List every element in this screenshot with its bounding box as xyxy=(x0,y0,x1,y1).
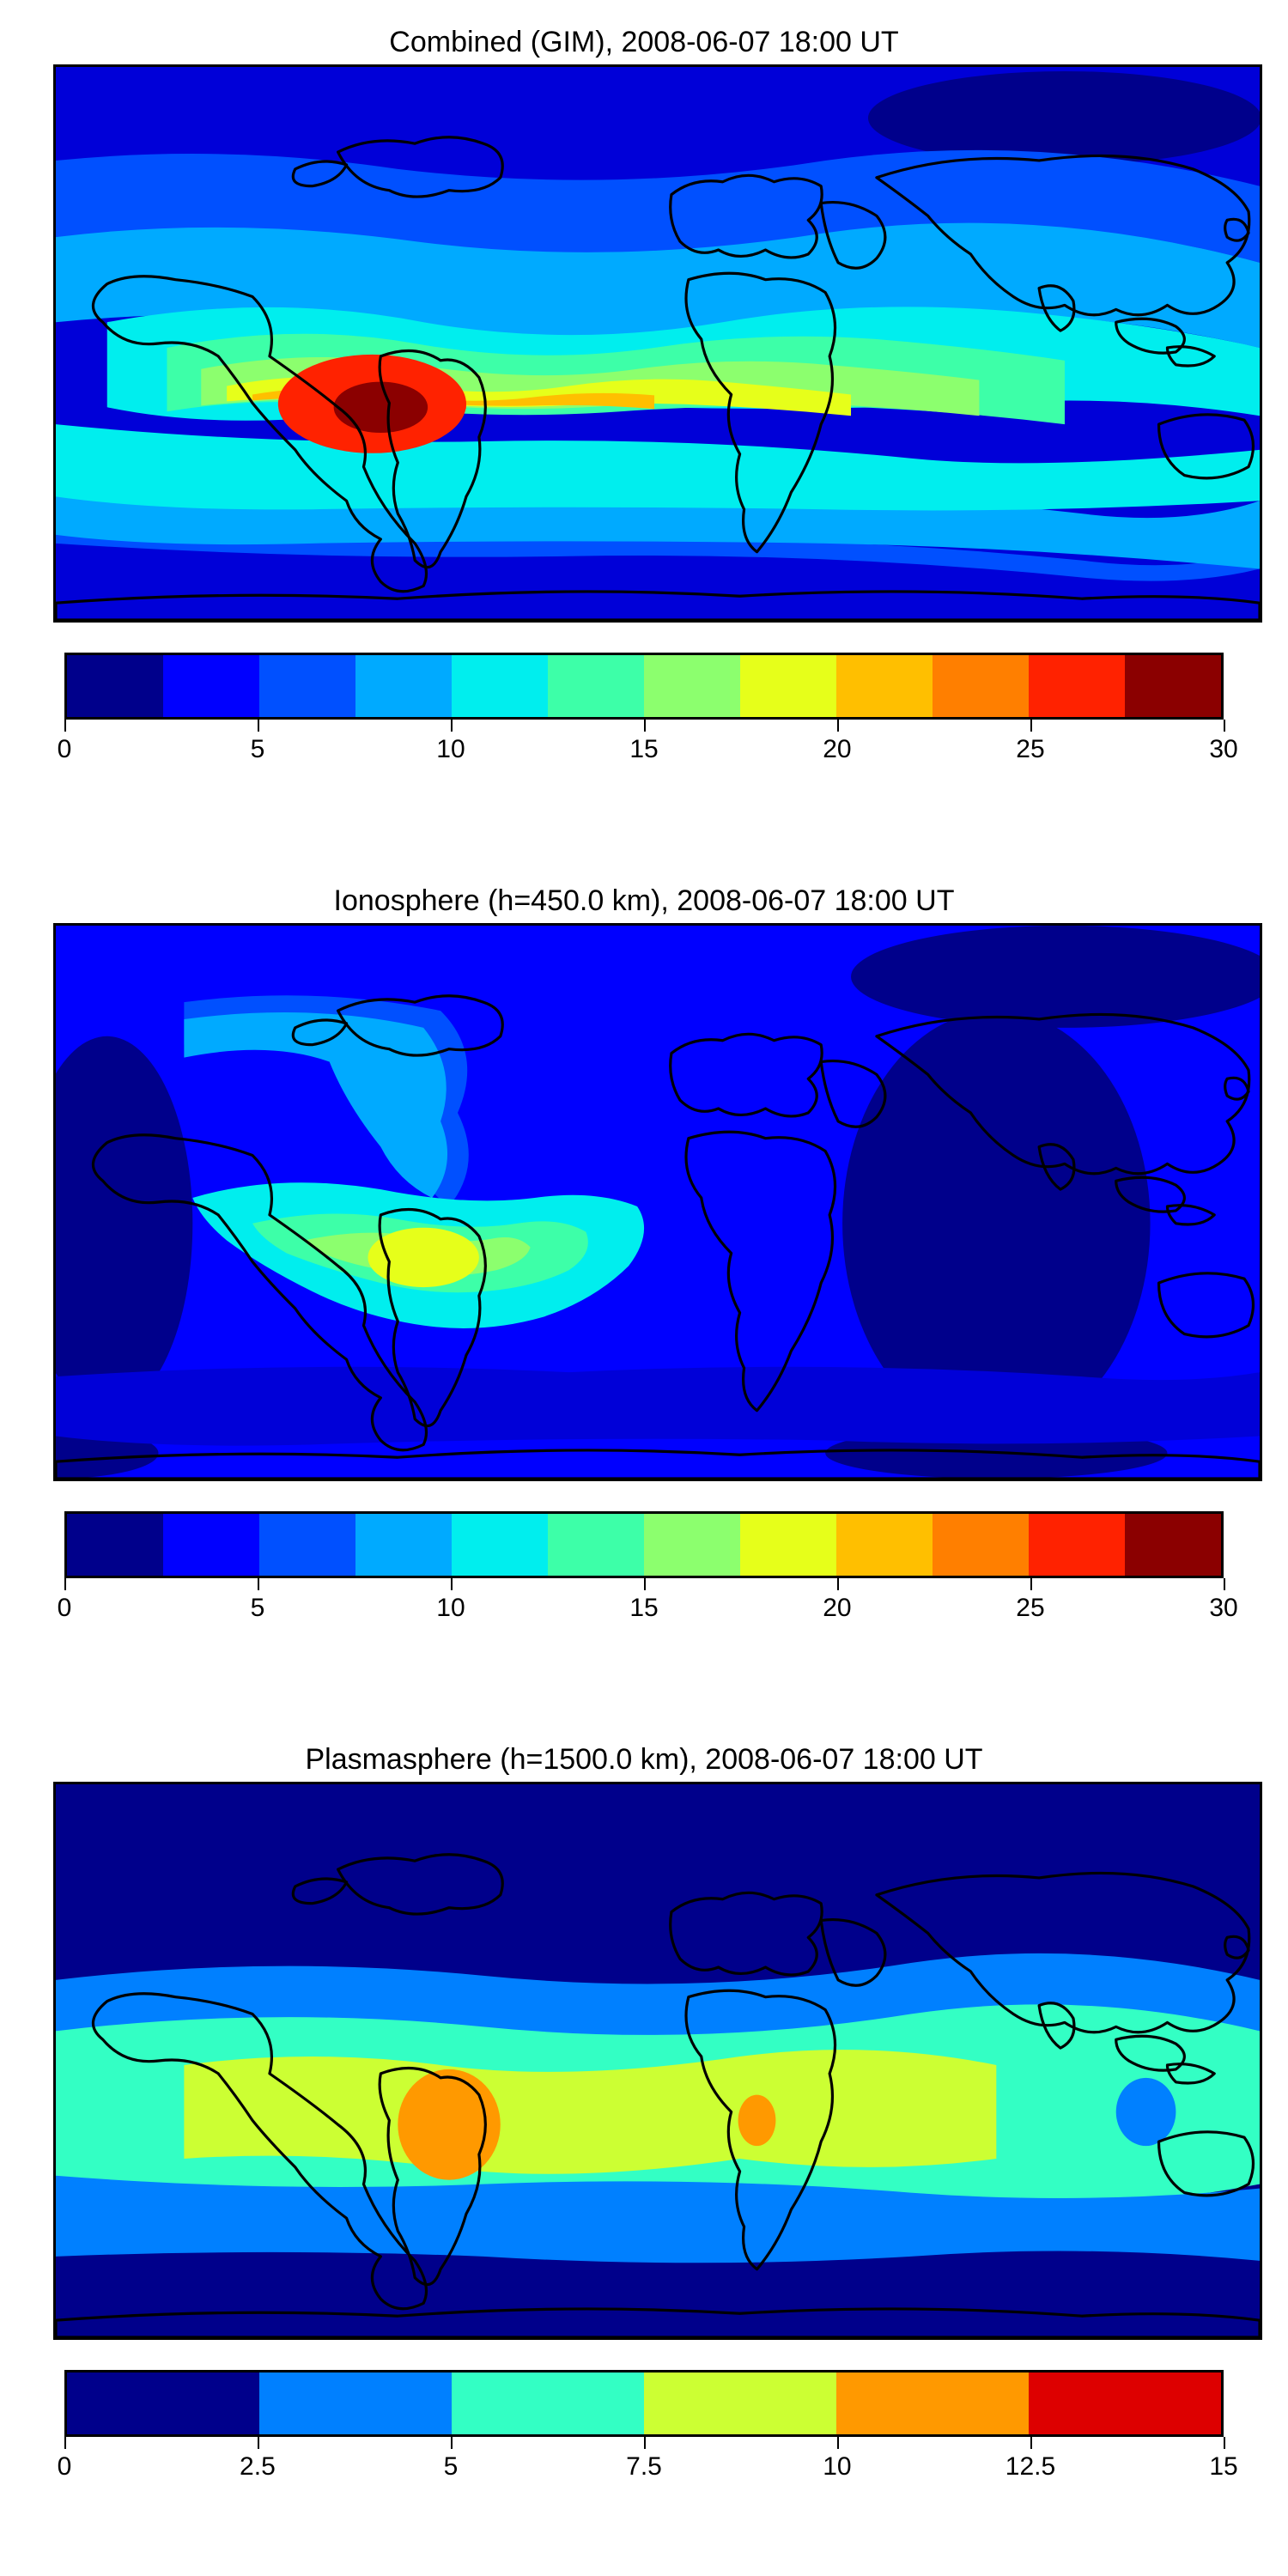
colorbar-labels-ionosphere: 0 5 10 15 20 25 30 xyxy=(64,1590,1224,1625)
colorbar-swatches-combined xyxy=(64,653,1224,720)
map-combined xyxy=(53,64,1262,623)
colorbar-labels-plasmasphere: 0 2.5 5 7.5 10 12.5 15 xyxy=(64,2449,1224,2483)
colorbar-ionosphere: 0 5 10 15 20 25 30 xyxy=(64,1511,1224,1625)
colorbar-swatches-ionosphere xyxy=(64,1511,1224,1578)
map-ionosphere xyxy=(53,923,1262,1481)
colorbar-labels-combined: 0 5 10 15 20 25 30 xyxy=(64,732,1224,766)
colorbar-plasmasphere: 0 2.5 5 7.5 10 12.5 15 xyxy=(64,2370,1224,2483)
title-plasmasphere: Plasmasphere (h=1500.0 km), 2008-06-07 1… xyxy=(0,1743,1288,1777)
title-ionosphere: Ionosphere (h=450.0 km), 2008-06-07 18:0… xyxy=(0,884,1288,918)
map-plasmasphere xyxy=(53,1782,1262,2340)
colorbar-swatches-plasmasphere xyxy=(64,2370,1224,2437)
colorbar-combined: 0 5 10 15 20 25 30 xyxy=(64,653,1224,766)
title-combined: Combined (GIM), 2008-06-07 18:00 UT xyxy=(0,26,1288,59)
